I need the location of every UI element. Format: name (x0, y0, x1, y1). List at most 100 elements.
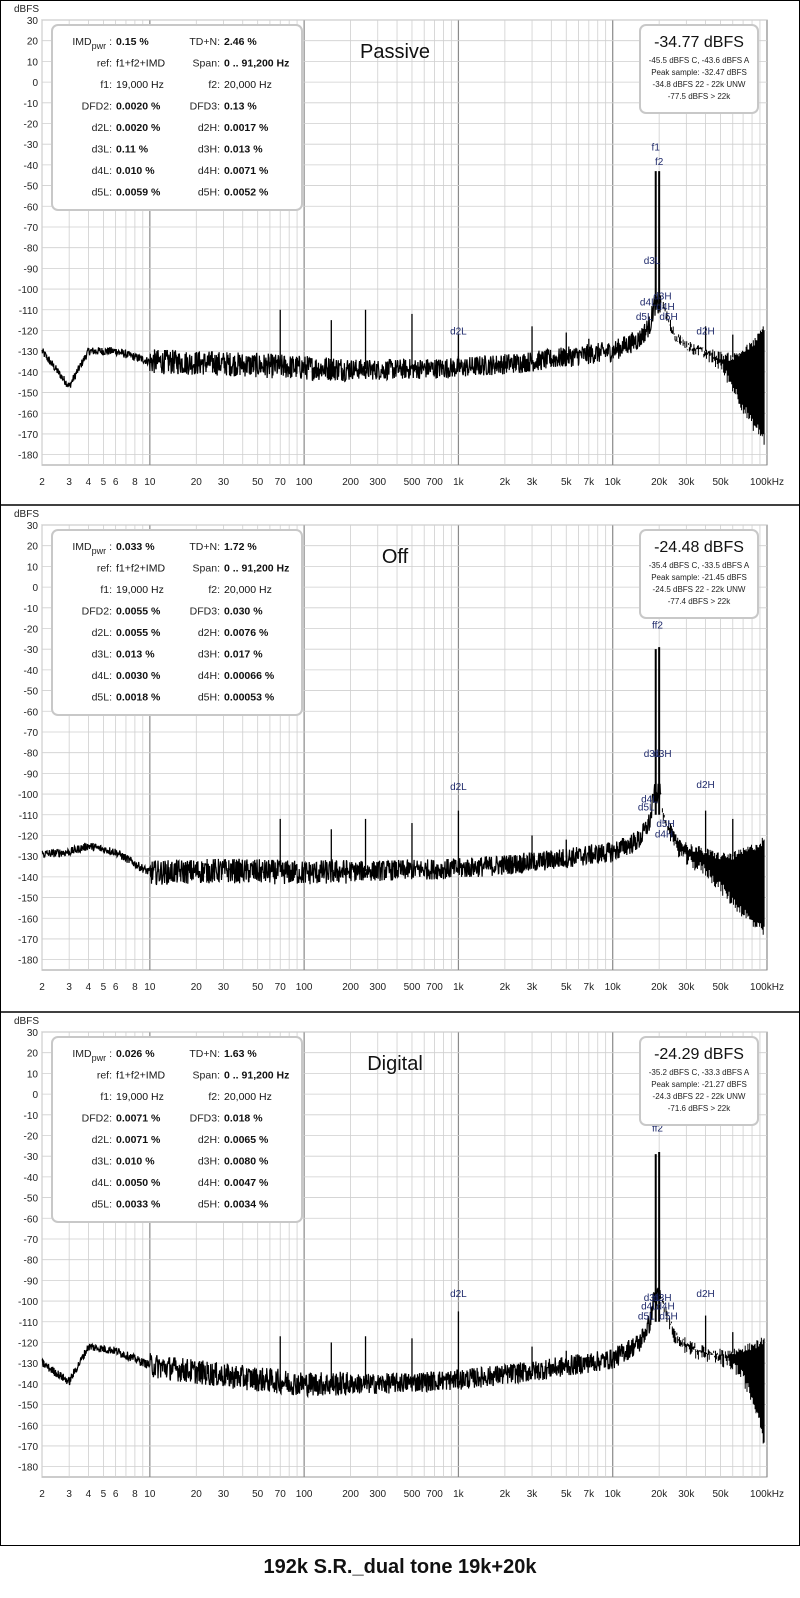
y-tick-label: -110 (19, 306, 39, 317)
stat-value: 0.0017 % (224, 122, 269, 134)
y-tick-label: -140 (18, 873, 38, 884)
y-tick-label: -160 (18, 409, 38, 420)
chart-panel-1: 3020100-10-20-30-40-50-60-70-80-90-100-1… (14, 4, 784, 488)
stat-value: 1.72 % (224, 541, 257, 553)
x-tick-label: 1k (453, 477, 465, 488)
x-tick-label: 70 (275, 982, 287, 993)
marker-d3L: d3L (644, 749, 661, 760)
stat-label: DFD3: (190, 1113, 220, 1125)
stat-label: DFD2: (82, 1113, 112, 1125)
stat-value: 0.013 % (224, 144, 263, 156)
x-tick-label: 2 (39, 477, 45, 488)
x-tick-label: 500 (404, 1489, 421, 1500)
marker-d3L: d3L (644, 256, 661, 267)
tones (654, 647, 661, 815)
x-tick-label: 200 (342, 477, 359, 488)
stat-label: d5L: (92, 1199, 112, 1211)
y-tick-label: -130 (18, 347, 38, 358)
y-tick-label: -180 (18, 451, 38, 462)
stat-label: TD+N: (189, 36, 220, 48)
stat-value: 0.0059 % (116, 187, 161, 199)
x-tick-label: 500 (404, 982, 421, 993)
x-tick-label: 5k (561, 477, 573, 488)
stat-value: f1+f2+IMD (116, 58, 165, 70)
x-tick-label: 3k (527, 982, 539, 993)
stat-label: d2L: (92, 122, 112, 134)
marker-ff2: ff2 (652, 1123, 663, 1134)
stat-value: 0.0018 % (116, 692, 161, 704)
marker-d4H: d4H (656, 302, 674, 313)
x-tick-label: 1k (453, 982, 465, 993)
stat-label: f1: (100, 1091, 112, 1103)
spectrum-hf-region (661, 1299, 765, 1444)
stat-label: TD+N: (189, 1048, 220, 1060)
level-main: -24.29 dBFS (654, 1046, 744, 1063)
y-tick-label: -30 (24, 645, 39, 656)
y-tick-labels: 30 20 10 0 -10 -20 -30 -40 -50 -60 -70 -80 -90 -100 -1… (18, 1028, 38, 1474)
marker-d2H: d2H (696, 1289, 714, 1300)
marker-d5H: d5H (659, 1312, 677, 1323)
x-tick-label: 300 (369, 982, 386, 993)
stat-label: d5H: (198, 692, 220, 704)
stat-label: d3H: (198, 1156, 220, 1168)
y-tick-label: -90 (24, 769, 39, 780)
x-tick-label: 8 (132, 1489, 138, 1500)
x-tick-labels: 2 3 4 5 6 8 10 20 30 50 70 100 200 300 500 700 1k 2k 3k 5k 7… (39, 477, 784, 488)
y-tick-label: -90 (24, 1276, 39, 1287)
stat-value: 0.0076 % (224, 627, 269, 639)
stat-label: ref: (97, 563, 112, 575)
marker-d4L: d4L (641, 794, 658, 805)
y-tick-label: -120 (18, 1338, 38, 1349)
stat-value: 0.026 % (116, 1048, 155, 1060)
x-tick-label: 300 (369, 1489, 386, 1500)
stat-label: d2L: (92, 627, 112, 639)
y-tick-label: -80 (24, 1256, 39, 1267)
stat-value: 0.0055 % (116, 606, 161, 618)
stat-label: DFD3: (190, 606, 220, 618)
marker-d5L: d5L (636, 312, 653, 323)
stat-label: Span: (193, 1070, 220, 1082)
marker-d4H: d4H (655, 830, 673, 841)
marker-f1: f1 (652, 142, 661, 153)
stat-value: 0.033 % (116, 541, 155, 553)
y-tick-label: -40 (24, 161, 39, 172)
marker-d4L: d4L (640, 298, 657, 309)
y-tick-label: -20 (24, 119, 39, 130)
y-tick-label: 20 (27, 1049, 39, 1060)
stat-label: d2L: (92, 1134, 112, 1146)
x-tick-label: 7k (584, 1489, 596, 1500)
chart-title: Passive (360, 41, 430, 63)
stat-label: d4H: (198, 670, 220, 682)
marker-d3L: d3L (644, 1293, 661, 1304)
x-tick-label: 50 (252, 1489, 264, 1500)
spurs (279, 1311, 734, 1384)
stat-value: 20,000 Hz (224, 79, 272, 91)
x-tick-label: 20k (651, 1489, 668, 1500)
y-tick-label: -170 (18, 430, 38, 441)
x-tick-labels: 2 3 4 5 6 8 10 20 30 50 70 100 200 300 500 700 1k 2k 3k 5k 7… (39, 982, 784, 993)
stat-value: 0.15 % (116, 36, 149, 48)
x-tick-label: 10 (144, 477, 156, 488)
level-line: -77.5 dBFS > 22k (668, 92, 731, 101)
stat-label: d4L: (92, 670, 112, 682)
x-tick-label: 7k (584, 982, 596, 993)
stat-value: f1+f2+IMD (116, 563, 165, 575)
marker-f2: f2 (655, 157, 664, 168)
x-tick-label: 20k (651, 477, 668, 488)
stat-label: f1: (100, 79, 112, 91)
stat-label: d3H: (198, 649, 220, 661)
x-tick-label: 5k (561, 1489, 573, 1500)
x-tick-label: 20k (651, 982, 668, 993)
y-tick-label: -150 (18, 389, 38, 400)
stat-value: f1+f2+IMD (116, 1070, 165, 1082)
x-tick-label: 10 (144, 1489, 156, 1500)
stat-value: 0.11 % (116, 144, 149, 156)
x-tick-label: 4 (86, 982, 92, 993)
stat-label: DFD2: (82, 101, 112, 113)
stat-value: 0.0033 % (116, 1199, 161, 1211)
stat-label: ref: (97, 58, 112, 70)
stat-value: 0.010 % (116, 165, 155, 177)
x-tick-label: 50 (252, 477, 264, 488)
marker-d3H: d3H (653, 749, 671, 760)
